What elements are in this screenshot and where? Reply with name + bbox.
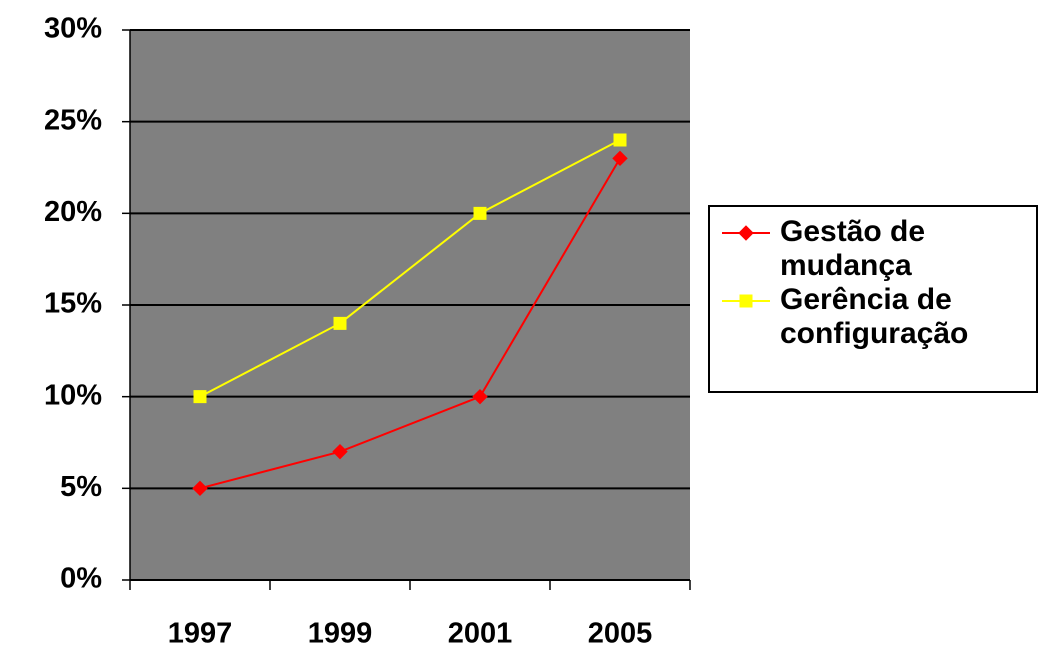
y-tick-label: 30% [44,13,102,45]
x-tick-label: 1999 [308,618,373,650]
legend-entry: Gerência de configuração [720,283,1036,351]
marker [192,480,208,497]
legend: Gestão de mudança Gerência de configuraçã… [708,205,1038,393]
marker [738,225,754,241]
y-tick-label: 0% [60,563,102,595]
x-tick-label: 2001 [448,618,513,650]
y-tick-label: 25% [44,104,102,136]
marker [473,206,487,220]
x-tick-label: 1997 [168,618,233,650]
marker [193,390,207,404]
marker [612,150,628,167]
y-tick-label: 20% [44,196,102,228]
series-line [199,157,621,490]
legend-swatch [722,225,770,241]
y-tick-label: 15% [44,288,102,320]
y-tick-label: 10% [44,379,102,411]
marker [333,316,347,330]
marker [739,294,753,308]
series-line [199,139,621,398]
y-tick-label: 5% [60,471,102,503]
marker [332,443,348,460]
marker [472,388,488,405]
legend-label: Gestão de mudança [780,215,926,282]
legend-swatch [722,294,770,308]
legend-label: Gerência de configuração [780,283,969,350]
marker [613,133,627,147]
x-tick-label: 2005 [588,618,653,650]
legend-entry: Gestão de mudança [720,215,1036,283]
